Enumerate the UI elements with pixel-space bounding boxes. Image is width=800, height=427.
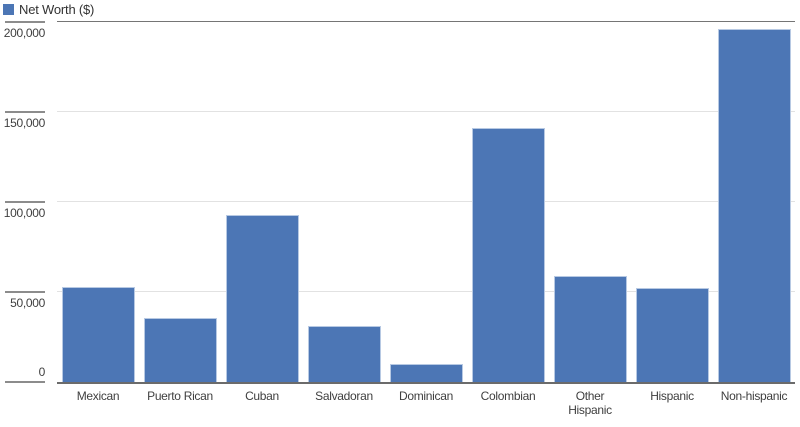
x-axis: Mexican Puerto Rican Cuban Salvadoran Domini…	[57, 389, 795, 418]
bar-slot	[467, 22, 549, 382]
y-axis-tick	[5, 111, 45, 113]
bar-slot	[57, 22, 139, 382]
bar-cuban[interactable]	[225, 214, 299, 382]
bar-puerto-rican[interactable]	[143, 318, 217, 382]
x-axis-label: Non-hispanic	[720, 389, 788, 403]
bar-slot	[713, 22, 795, 382]
gridline	[57, 291, 795, 292]
gridline	[57, 111, 795, 112]
bar-slot	[385, 22, 467, 382]
legend: Net Worth ($)	[3, 2, 94, 17]
bars-container	[57, 22, 795, 382]
y-axis-tick	[5, 381, 45, 383]
y-axis-label: 200,000	[3, 26, 46, 40]
bar-mexican[interactable]	[61, 286, 135, 382]
bar-dominican[interactable]	[389, 364, 463, 382]
gridline	[57, 201, 795, 202]
x-axis-label: Hispanic	[650, 389, 694, 403]
x-axis-label: Salvadoran	[315, 389, 373, 403]
legend-swatch-icon	[3, 4, 14, 15]
x-axis-label: Mexican	[76, 389, 120, 403]
legend-label: Net Worth ($)	[19, 2, 95, 17]
y-axis-label: 50,000	[10, 296, 45, 310]
bar-other-hispanic[interactable]	[553, 275, 627, 382]
y-axis: 0 50,000 100,000 150,000 200,000	[0, 0, 57, 427]
bar-salvadoran[interactable]	[307, 326, 381, 382]
bar-colombian[interactable]	[471, 128, 545, 382]
bar-hispanic[interactable]	[635, 288, 709, 382]
bar-slot	[631, 22, 713, 382]
y-axis-label: 150,000	[3, 116, 46, 130]
bar-slot	[303, 22, 385, 382]
bar-non-hispanic[interactable]	[717, 29, 791, 382]
x-axis-label: Other Hispanic	[568, 389, 612, 418]
x-axis-label: Colombian	[480, 389, 536, 403]
x-axis-label: Dominican	[399, 389, 453, 403]
y-axis-label: 0	[38, 365, 46, 379]
y-axis-tick	[5, 291, 45, 293]
bar-slot	[139, 22, 221, 382]
plot-area	[57, 21, 795, 384]
gridline	[57, 21, 795, 22]
y-axis-tick	[5, 21, 45, 23]
x-axis-label: Cuban	[245, 389, 279, 403]
x-axis-label: Puerto Rican	[147, 389, 213, 403]
y-axis-label: 100,000	[3, 206, 46, 220]
bar-slot	[221, 22, 303, 382]
bar-slot	[549, 22, 631, 382]
y-axis-tick	[5, 201, 45, 203]
